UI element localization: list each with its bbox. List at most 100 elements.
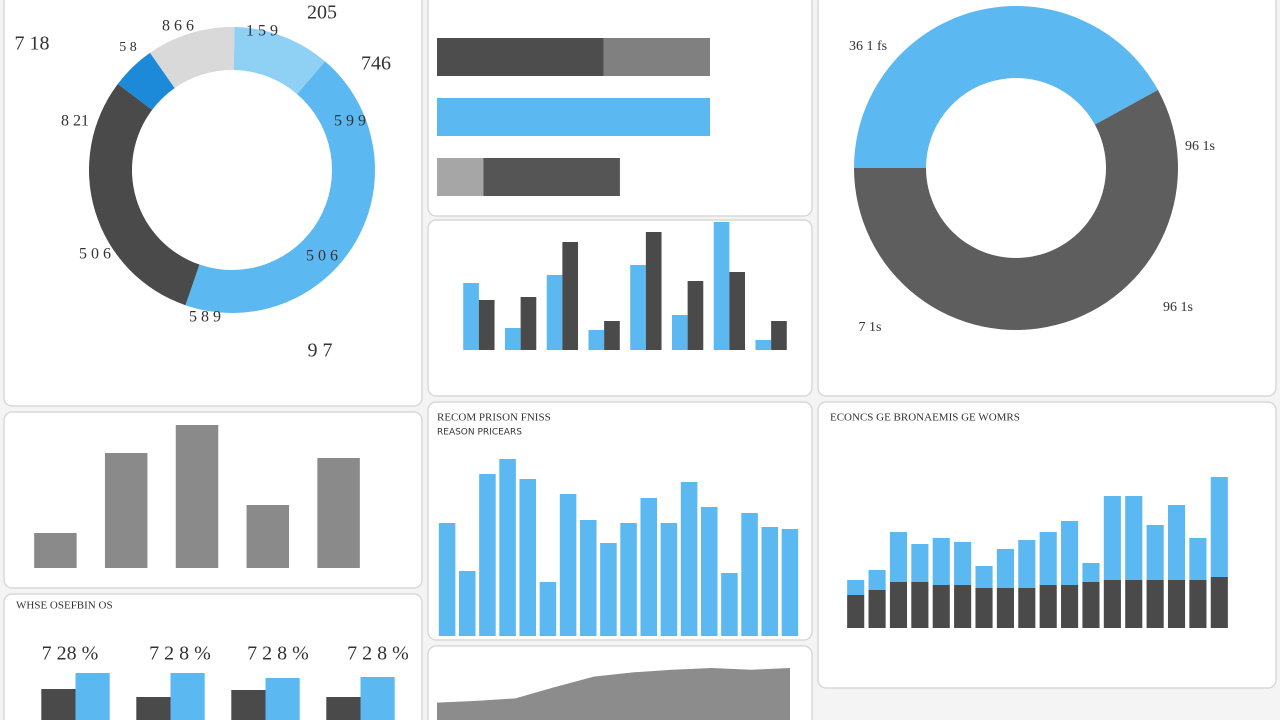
annotation: 5 9 9 [334,113,366,130]
bar [996,549,1014,588]
bar [911,582,929,628]
bar [932,538,950,585]
bar [729,272,746,350]
bar [640,498,658,636]
bar [761,527,779,636]
bar [645,232,662,350]
bar [868,590,886,628]
bar [1210,477,1228,577]
bar [700,507,718,636]
bar [671,315,688,350]
bar [1082,563,1100,582]
bar [437,158,484,196]
bar [975,566,993,588]
bar [458,571,476,636]
bar [499,459,516,636]
bar [170,673,205,720]
annotation: 7 28 % [42,643,99,665]
annotation: 96 1s [1185,139,1215,154]
bar [1167,580,1186,628]
bar [889,582,908,628]
bar [478,300,495,350]
bar [437,98,710,136]
bar [911,544,929,582]
bar [889,532,908,582]
annotation: 1 5 9 [246,23,278,40]
bar [954,585,972,628]
bar [539,582,557,636]
bar [1018,588,1036,628]
annotation: 5 0 6 [79,246,111,263]
donut-segment [185,61,375,313]
bar [1039,585,1057,628]
bar [317,458,360,568]
annotation: 746 [361,53,391,75]
bar [136,697,171,720]
bar [483,158,620,196]
area [437,668,790,720]
bar [1061,521,1079,585]
bar [437,38,604,76]
donut-segment [89,83,200,306]
chart-title: ECONCS GE BRONAEMIS GE WOMRS [830,412,1020,424]
bar [519,479,537,636]
bar [104,453,148,568]
bar [620,523,637,636]
bar [520,297,537,350]
chart-subtitle: REASON PRICEARS [437,428,522,438]
bar [847,595,865,628]
bar [1018,540,1036,588]
annotation: 96 1s [1163,300,1193,315]
bar [630,265,646,350]
donut-segment [854,89,1178,331]
bar [579,520,597,636]
bar [75,673,110,720]
bar [1103,580,1121,628]
annotation: 9 7 [308,340,333,362]
bar [588,330,605,350]
bar [954,542,972,585]
bar [755,340,772,350]
bar [600,543,617,636]
bar [175,425,219,568]
bar [231,690,266,720]
annotation: 7 2 8 % [149,643,211,665]
bar [562,242,579,350]
donut-segment [149,27,235,89]
bar [41,689,76,720]
chart-title: RECOM PRISON FNISS [437,412,551,424]
bar [996,588,1014,628]
bar [1125,580,1143,628]
bar [1167,505,1186,580]
bar [463,283,479,350]
bar [721,573,738,636]
bar [34,533,77,568]
annotation: 7 1s [859,320,882,335]
bar [604,321,620,350]
bar [868,570,886,590]
bar [687,281,704,350]
bar [771,321,787,350]
bar [1125,496,1143,580]
annotation: 8 6 6 [162,18,194,35]
bar [847,580,865,595]
bar [741,513,758,636]
annotation: 8 21 [61,113,89,130]
bar [1039,532,1057,585]
bar [713,222,730,350]
bar [1061,585,1079,628]
bar [603,38,710,76]
bar [559,494,577,636]
annotation: 5 8 9 [189,309,221,326]
donut-segment [117,52,175,110]
annotation: 7 2 8 % [247,643,309,665]
donut-segment [854,6,1158,169]
chart-title: WHSE OSEFBIN OS [16,600,113,612]
bar [1189,580,1207,628]
annotation: 5 0 6 [306,248,338,265]
bar [246,505,290,568]
annotation: 205 [307,2,337,24]
bar [1082,582,1100,628]
